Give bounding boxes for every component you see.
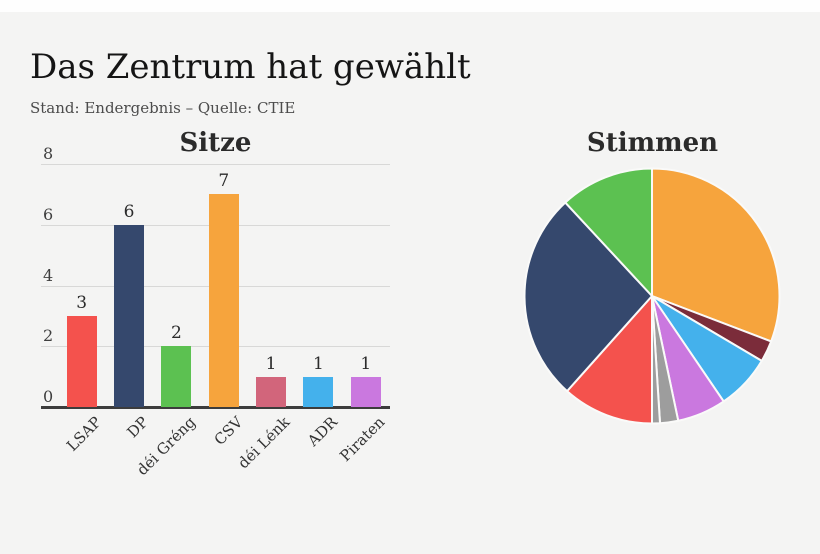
x-tick-label-lsap: LSAP <box>62 413 105 455</box>
bar-value-csv: 7 <box>218 171 230 192</box>
bar-adr[interactable] <box>303 376 334 407</box>
page-subtitle: Stand: Endergebnis – Quelle: CTIE <box>30 99 296 117</box>
gridline-y8 <box>41 164 390 165</box>
top-strip <box>0 0 820 12</box>
bar-dei-greng[interactable] <box>161 346 192 407</box>
bar-value-lsap: 3 <box>76 292 88 313</box>
pie-chart-title: Stimmen <box>586 128 719 158</box>
x-tick-label-adr: ADR <box>304 413 342 450</box>
y-tick-label-2: 2 <box>43 326 54 346</box>
pie-slice-lsap[interactable] <box>566 295 653 425</box>
bar-value-dp: 6 <box>123 201 135 222</box>
page-title: Das Zentrum hat gewählt <box>30 46 471 87</box>
bar-value-piraten: 1 <box>360 353 372 374</box>
bar-value-dei-lenk: 1 <box>265 353 277 374</box>
y-tick-label-8: 8 <box>43 144 54 163</box>
pie-plot-area <box>523 167 781 425</box>
y-tick-label-6: 6 <box>43 204 54 224</box>
bar-chart-title: Sitze <box>179 128 252 158</box>
bar-dp[interactable] <box>114 224 145 407</box>
bar-lsap[interactable] <box>66 315 97 407</box>
bar-value-dei-greng: 2 <box>170 323 182 344</box>
x-tick-label-csv: CSV <box>210 413 247 449</box>
pie-slice-dei-greng[interactable] <box>564 167 653 297</box>
pie-slice-csv[interactable] <box>651 167 781 343</box>
pie-slice-dp[interactable] <box>523 201 653 393</box>
x-tick-label-dp: DP <box>123 413 152 442</box>
bar-value-adr: 1 <box>313 353 324 374</box>
bar-piraten[interactable] <box>350 376 381 407</box>
y-tick-label-4: 4 <box>43 265 54 285</box>
x-axis-line <box>41 406 390 409</box>
x-tick-label-piraten: Piraten <box>336 413 389 466</box>
y-tick-label-0: 0 <box>43 387 54 406</box>
bar-dei-lenk[interactable] <box>256 376 287 407</box>
bar-csv[interactable] <box>208 194 239 407</box>
